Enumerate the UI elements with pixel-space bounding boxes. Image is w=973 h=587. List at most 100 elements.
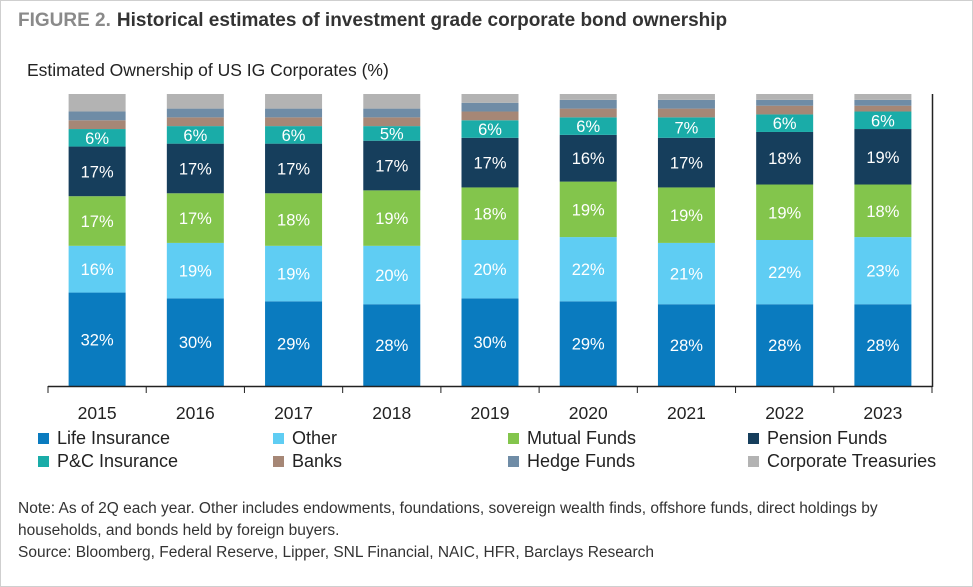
legend-item: P&C Insurance: [38, 451, 178, 472]
legend-item: Hedge Funds: [508, 451, 635, 472]
bar-segment-banks-2018: [363, 117, 421, 127]
bar-segment-life-insurance-2023: [854, 304, 912, 386]
legend-item: Banks: [273, 451, 342, 472]
data-label: 18%: [473, 206, 506, 224]
bar-segment-other-2022: [756, 240, 814, 305]
bar-segment-hedge-funds-2017: [265, 108, 323, 118]
bar-segment-life-insurance-2019: [461, 298, 519, 386]
bar-segment-life-insurance-2015: [68, 292, 126, 386]
chart-legend: Life Insurance Other Mutual Funds Pension F…: [38, 428, 958, 476]
bar-segment-banks-2020: [559, 108, 617, 118]
data-label: 16%: [81, 261, 114, 279]
x-tick-label: 2017: [274, 403, 313, 423]
bar-segment-pension-funds-2020: [559, 134, 617, 182]
data-label: 28%: [670, 337, 703, 355]
bar-segment-life-insurance-2018: [363, 304, 421, 386]
data-label: 18%: [768, 150, 801, 168]
chart-title: Estimated Ownership of US IG Corporates …: [27, 60, 389, 80]
data-label: 6%: [282, 127, 306, 145]
bar-segment-mutual-funds-2015: [68, 196, 126, 246]
bar-segment-other-2020: [559, 237, 617, 302]
legend-swatch: [273, 456, 284, 467]
bar-segment-banks-2019: [461, 111, 519, 121]
legend-label: P&C Insurance: [57, 451, 179, 471]
bar-segment-corporate-treasuries-2019: [461, 94, 519, 103]
bar-segment-life-insurance-2016: [166, 298, 224, 386]
legend-swatch: [748, 433, 759, 444]
stacked-bar-chart: 32% 16% 17% 17% 6% 2015 30% 19% 17% 17% 6% 2016 29% 1…: [47, 94, 934, 423]
data-label: 17%: [81, 213, 114, 231]
bar-segment-pension-funds-2016: [166, 143, 224, 194]
data-label: 22%: [768, 264, 801, 282]
data-label: 17%: [277, 160, 310, 178]
x-tick-label: 2016: [176, 403, 215, 423]
legend-label: Other: [292, 428, 338, 448]
bar-segment-p-c-insurance-2016: [166, 126, 224, 144]
legend-label: Mutual Funds: [527, 428, 637, 448]
data-label: 6%: [85, 130, 109, 148]
legend-swatch: [273, 433, 284, 444]
bar-segment-pension-funds-2023: [854, 129, 912, 185]
bar-segment-corporate-treasuries-2020: [559, 94, 617, 100]
bar-segment-banks-2022: [756, 105, 814, 115]
bar-segment-hedge-funds-2020: [559, 99, 617, 109]
bar-segment-mutual-funds-2016: [166, 193, 224, 243]
data-label: 17%: [375, 158, 408, 176]
data-label: 16%: [572, 150, 605, 168]
data-label: 17%: [473, 155, 506, 173]
data-label: 22%: [572, 261, 605, 279]
bar-segment-banks-2017: [265, 117, 323, 127]
bar-segment-other-2023: [854, 237, 912, 305]
bar-segment-corporate-treasuries-2023: [854, 94, 912, 100]
legend-label: Banks: [292, 451, 343, 471]
data-label: 6%: [773, 115, 797, 133]
data-label: 6%: [183, 127, 207, 145]
bar-segment-hedge-funds-2015: [68, 111, 126, 121]
data-label: 28%: [768, 337, 801, 355]
data-label: 19%: [179, 263, 212, 281]
bar-segment-corporate-treasuries-2015: [68, 94, 126, 112]
legend-item: Pension Funds: [748, 428, 887, 449]
bar-segment-pension-funds-2019: [461, 137, 519, 188]
data-label: 18%: [277, 212, 310, 230]
x-tick-label: 2015: [78, 403, 117, 423]
bar-segment-other-2017: [265, 245, 323, 302]
bar-segment-other-2018: [363, 245, 421, 305]
legend-swatch: [508, 433, 519, 444]
data-label: 18%: [866, 203, 899, 221]
legend-label: Pension Funds: [767, 428, 888, 448]
data-label: 7%: [675, 120, 699, 138]
data-label: 6%: [576, 118, 600, 136]
data-label: 19%: [375, 210, 408, 228]
data-label: 29%: [277, 336, 310, 354]
legend-label: Hedge Funds: [527, 451, 636, 471]
bar-segment-life-insurance-2022: [756, 304, 814, 386]
bar-segment-mutual-funds-2020: [559, 181, 617, 238]
data-label: 21%: [670, 266, 703, 284]
bar-segment-p-c-insurance-2015: [68, 129, 126, 147]
bar-segment-p-c-insurance-2018: [363, 126, 421, 141]
data-label: 6%: [871, 112, 895, 130]
bar-segment-pension-funds-2015: [68, 146, 126, 197]
data-label: 17%: [81, 163, 114, 181]
bar-segment-other-2016: [166, 242, 224, 299]
bar-segment-banks-2021: [657, 108, 715, 118]
bar-segment-mutual-funds-2022: [756, 184, 814, 240]
legend-swatch: [748, 456, 759, 467]
bar-segment-p-c-insurance-2019: [461, 120, 519, 138]
bar-segment-hedge-funds-2021: [657, 99, 715, 109]
data-label: 30%: [179, 334, 212, 352]
bar-segment-life-insurance-2021: [657, 304, 715, 386]
legend-item: Corporate Treasuries: [748, 451, 936, 472]
data-label: 20%: [473, 261, 506, 279]
bar-segment-hedge-funds-2019: [461, 102, 519, 112]
data-label: 30%: [473, 334, 506, 352]
legend-item: Life Insurance: [38, 428, 170, 449]
x-tick-label: 2021: [667, 403, 706, 423]
data-label: 29%: [572, 336, 605, 354]
x-tick-label: 2022: [765, 403, 804, 423]
bar-segment-mutual-funds-2021: [657, 187, 715, 243]
x-tick-label: 2020: [569, 403, 608, 423]
figure-title: FIGURE 2. Historical estimates of investm…: [18, 10, 727, 32]
bar-segment-life-insurance-2017: [265, 301, 323, 386]
